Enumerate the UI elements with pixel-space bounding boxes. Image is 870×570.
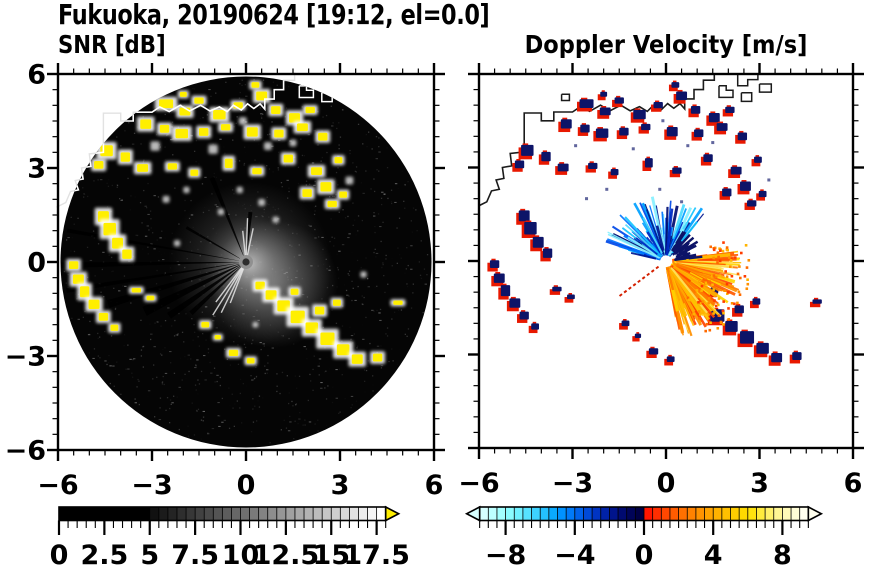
vel-xtick-label: 6 xyxy=(844,468,863,499)
coastline-black xyxy=(480,75,773,207)
snr-ytick-label: 6 xyxy=(27,60,46,91)
snr-xtick-label: −3 xyxy=(131,470,172,501)
velocity-cbar-label: 4 xyxy=(704,540,723,570)
positive-velocity-fan xyxy=(665,241,751,337)
radar-site-hole xyxy=(660,255,672,267)
weak-echoes xyxy=(150,117,367,328)
velocity-overflow-arrow xyxy=(807,505,824,522)
clutter-echoes-yellow xyxy=(66,80,406,367)
snr-ytick-label: −3 xyxy=(5,342,46,373)
snr-panel-title: SNR [dB] xyxy=(58,30,166,59)
snr-cbar-label: 5 xyxy=(140,540,159,570)
snr-cbar-label: 7.5 xyxy=(171,540,219,570)
snr-scan-area xyxy=(60,76,429,444)
snr-xtick-label: 6 xyxy=(425,470,444,501)
snr-axes: −6 −3 0 3 6 6 3 0 −3 −6 xyxy=(5,60,445,501)
vel-xtick-label: 0 xyxy=(657,468,676,499)
velocity-cbar-label: 8 xyxy=(773,540,792,570)
bright-rays xyxy=(212,218,254,316)
blocked-beam-spokes xyxy=(61,176,253,319)
clutter-echoes-navy xyxy=(487,80,822,366)
vel-xtick-label: −3 xyxy=(552,468,593,499)
snr-cbar-label: 12.5 xyxy=(253,540,320,570)
snr-panel xyxy=(56,72,432,448)
snr-cbar-label: 0 xyxy=(50,540,69,570)
snr-cbar-label: 10 xyxy=(222,540,260,570)
figure-title: Fukuoka, 20190624 [19:12, el=0.0] xyxy=(58,0,490,31)
velocity-cbar-label: 0 xyxy=(635,540,654,570)
velocity-panel xyxy=(480,75,822,366)
near-center-navy-dashes xyxy=(670,230,703,262)
velocity-cbar-label: −4 xyxy=(554,540,595,570)
snr-cbar-label: 17.5 xyxy=(343,540,410,570)
vel-axes: −6 −3 0 3 6 xyxy=(458,63,864,499)
snr-ytick-label: 0 xyxy=(27,248,46,279)
red-streak xyxy=(618,265,660,297)
velocity-underflow-arrow xyxy=(464,505,481,522)
velocity-scan-area xyxy=(480,75,822,366)
snr-xtick-label: 3 xyxy=(331,470,350,501)
snr-xtick-label: 0 xyxy=(237,470,256,501)
velocity-colorbar: −8 −4 0 4 8 xyxy=(464,505,824,570)
vel-xtick-label: −6 xyxy=(458,468,499,499)
snr-xtick-label: −6 xyxy=(37,470,78,501)
snr-cbar-label: 15 xyxy=(312,540,350,570)
snr-cbar-label: 2.5 xyxy=(80,540,128,570)
velocity-cbar-label: −8 xyxy=(485,540,526,570)
weak-clutter-specks xyxy=(574,119,771,204)
snr-ytick-label: 3 xyxy=(27,154,46,185)
vel-xtick-label: 3 xyxy=(750,468,769,499)
snr-overflow-arrow xyxy=(384,505,401,522)
velocity-panel-title: Doppler Velocity [m/s] xyxy=(524,30,808,59)
snr-ytick-label: −6 xyxy=(5,436,46,467)
